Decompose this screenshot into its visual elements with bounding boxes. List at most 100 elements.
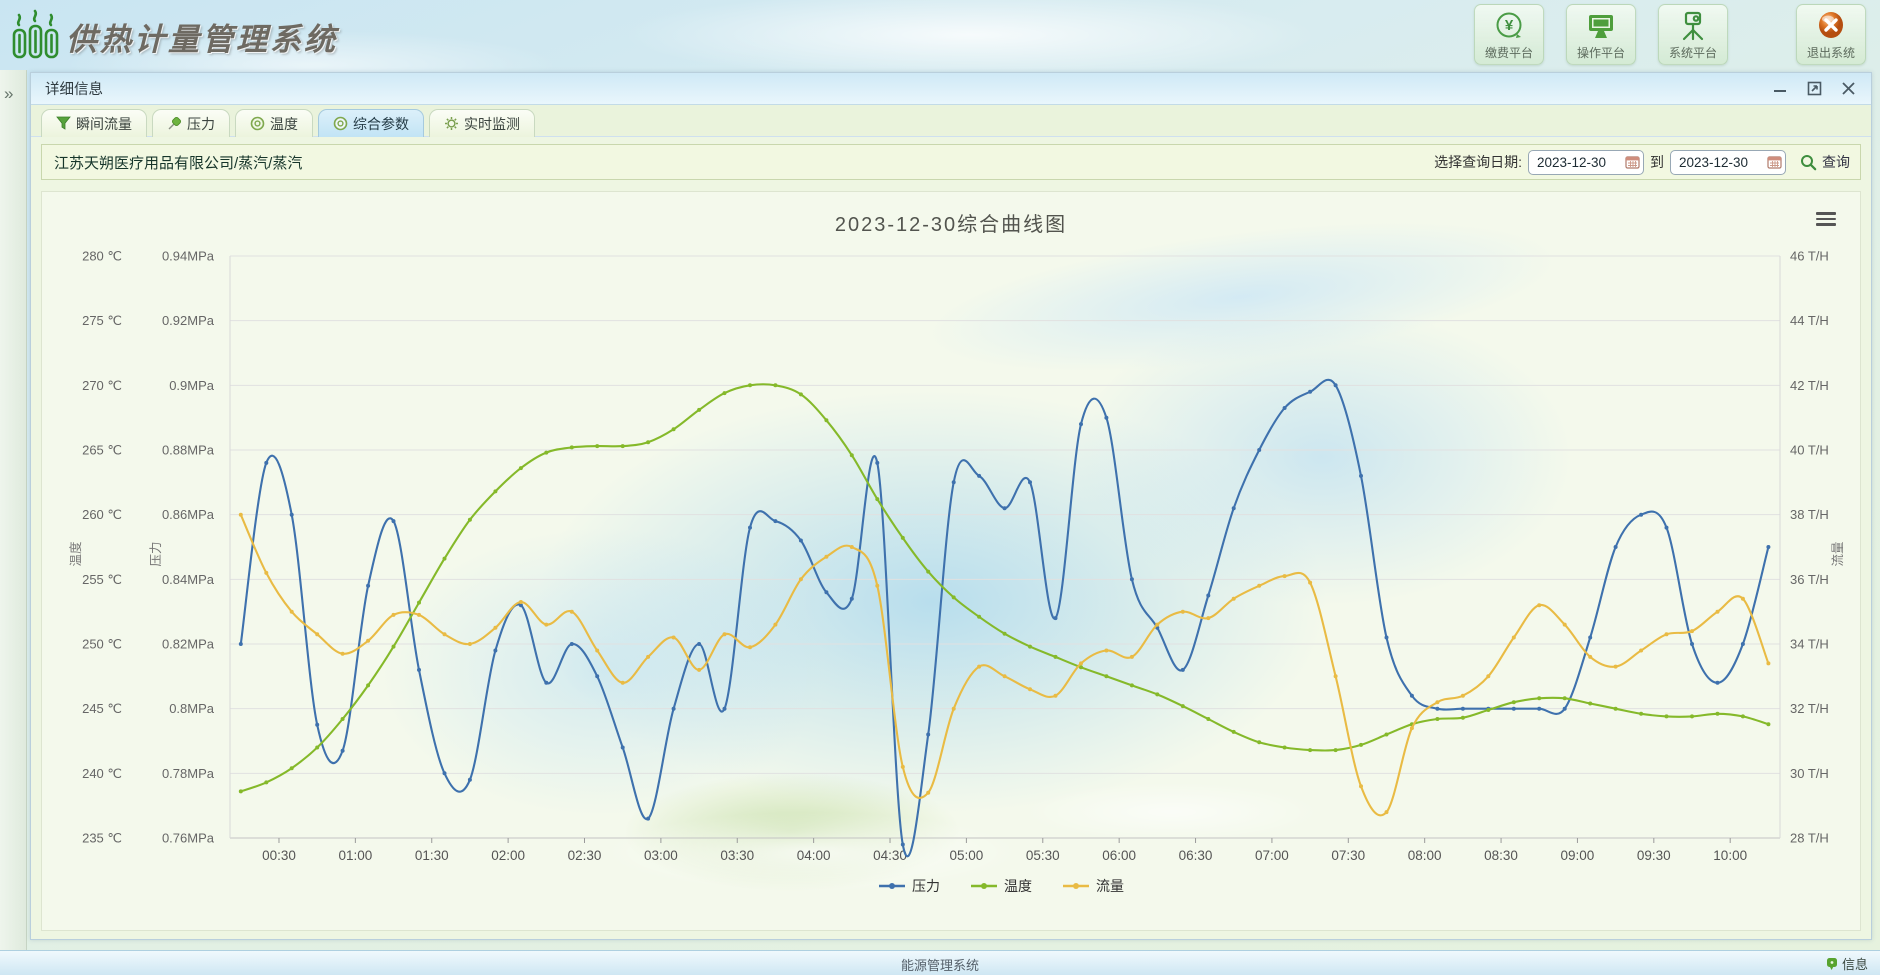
data-point-marker bbox=[442, 771, 447, 776]
sidebar-expand-button[interactable]: » bbox=[4, 84, 14, 103]
top-nav: ¥ 缴费平台 操作平台 bbox=[1474, 4, 1866, 65]
series-pressure bbox=[238, 378, 1771, 858]
nav-operation-platform-button[interactable]: 操作平台 bbox=[1566, 4, 1636, 65]
x-axis-tick-label: 09:30 bbox=[1637, 848, 1671, 863]
data-point-marker bbox=[1384, 732, 1389, 737]
data-point-marker bbox=[1359, 742, 1363, 747]
pressure-axis-tick-label: 0.8MPa bbox=[169, 701, 215, 716]
data-point-marker bbox=[1053, 693, 1058, 698]
x-axis-tick-label: 07:00 bbox=[1255, 848, 1289, 863]
data-point-marker bbox=[264, 570, 269, 575]
tab-bar: 瞬间流量 压力 温度 综合参数 bbox=[31, 105, 1871, 137]
data-point-marker bbox=[1308, 389, 1313, 394]
x-axis-tick-label: 05:00 bbox=[950, 848, 984, 863]
date-to-label: 到 bbox=[1650, 154, 1664, 170]
data-point-marker bbox=[1282, 574, 1287, 579]
legend-item-flow[interactable]: 流量 bbox=[1063, 878, 1124, 894]
data-point-marker bbox=[849, 596, 854, 601]
temp-axis-tick-label: 275 ℃ bbox=[82, 313, 122, 328]
tab-instant-flow[interactable]: 瞬间流量 bbox=[41, 109, 147, 137]
data-point-marker bbox=[340, 651, 345, 656]
data-point-marker bbox=[748, 383, 752, 388]
data-point-marker bbox=[1180, 609, 1185, 614]
data-point-marker bbox=[620, 444, 625, 449]
exit-icon bbox=[1815, 9, 1847, 43]
data-point-marker bbox=[1231, 729, 1236, 734]
pressure-axis-tick-label: 0.82MPa bbox=[162, 637, 215, 652]
data-point-marker bbox=[1002, 674, 1007, 679]
x-axis-tick-label: 02:30 bbox=[568, 848, 602, 863]
nav-system-platform-button[interactable]: 系统平台 bbox=[1658, 4, 1728, 65]
data-point-marker bbox=[849, 545, 854, 549]
search-button[interactable]: 查询 bbox=[1800, 152, 1850, 172]
status-info-button[interactable]: 信息 bbox=[1826, 954, 1868, 973]
data-point-marker bbox=[951, 706, 956, 711]
date-from-input[interactable] bbox=[1528, 149, 1644, 175]
data-point-marker bbox=[238, 642, 243, 646]
data-point-marker bbox=[1664, 632, 1669, 637]
data-point-marker bbox=[1409, 693, 1414, 698]
combined-line-chart: 280 ℃ 275 ℃ 270 ℃ 265 ℃ 260 ℃ 255 ℃ 250 ℃ 245 ℃… bbox=[68, 249, 1845, 895]
data-point-marker bbox=[900, 842, 905, 847]
flow-axis-tick-label: 34 T/H bbox=[1790, 637, 1829, 652]
data-point-marker bbox=[1129, 654, 1134, 659]
data-point-marker bbox=[697, 407, 702, 412]
calendar-icon[interactable] bbox=[1625, 155, 1640, 174]
tab-label: 实时监测 bbox=[464, 115, 520, 132]
data-point-marker bbox=[926, 569, 931, 574]
data-point-marker bbox=[1359, 473, 1363, 478]
flow-axis-tick-label: 30 T/H bbox=[1790, 766, 1829, 781]
data-point-marker bbox=[722, 391, 727, 396]
data-point-marker bbox=[1740, 714, 1745, 719]
svg-text:¥: ¥ bbox=[1505, 17, 1514, 34]
temp-axis-tick-label: 260 ℃ bbox=[82, 507, 122, 522]
data-point-marker bbox=[1028, 687, 1032, 692]
close-icon[interactable] bbox=[1839, 80, 1857, 98]
tab-combined-parameters[interactable]: 综合参数 bbox=[318, 109, 424, 137]
maximize-button[interactable] bbox=[1805, 80, 1823, 98]
temp-axis-tick-label: 255 ℃ bbox=[82, 572, 122, 587]
data-point-marker bbox=[595, 648, 600, 653]
data-point-marker bbox=[442, 632, 447, 637]
chart-menu-icon[interactable] bbox=[1816, 212, 1836, 228]
data-point-marker bbox=[1231, 506, 1236, 511]
pressure-axis-tick-label: 0.84MPa bbox=[162, 572, 215, 587]
calendar-icon[interactable] bbox=[1767, 155, 1782, 174]
tab-realtime-monitoring[interactable]: 实时监测 bbox=[429, 109, 535, 137]
data-point-marker bbox=[1155, 692, 1160, 697]
data-point-marker bbox=[391, 644, 396, 649]
data-point-marker bbox=[544, 450, 549, 455]
tab-pressure[interactable]: 压力 bbox=[152, 109, 230, 137]
date-to-input[interactable] bbox=[1670, 149, 1786, 175]
data-point-marker bbox=[798, 392, 803, 397]
data-point-marker bbox=[264, 460, 269, 465]
nav-exit-system-button[interactable]: 退出系统 bbox=[1796, 4, 1866, 65]
data-point-marker bbox=[1460, 693, 1465, 698]
legend-label: 压力 bbox=[912, 878, 940, 894]
legend-item-pressure[interactable]: 压力 bbox=[879, 878, 940, 894]
tab-temperature[interactable]: 温度 bbox=[235, 109, 313, 137]
data-point-marker bbox=[467, 777, 472, 782]
data-point-marker bbox=[951, 595, 956, 600]
data-point-marker bbox=[1206, 717, 1211, 721]
data-point-marker bbox=[1384, 635, 1389, 640]
data-point-marker bbox=[697, 667, 702, 672]
legend-item-temperature[interactable]: 温度 bbox=[971, 878, 1032, 894]
data-point-marker bbox=[264, 780, 269, 785]
data-point-marker bbox=[1129, 577, 1134, 582]
x-axis-tick-label: 01:00 bbox=[338, 848, 372, 863]
x-axis-tick-label: 08:00 bbox=[1408, 848, 1442, 863]
data-point-marker bbox=[1104, 674, 1109, 679]
data-point-marker bbox=[569, 609, 574, 614]
data-point-marker bbox=[875, 460, 880, 465]
series-temperature bbox=[238, 383, 1771, 794]
panel-title: 详细信息 bbox=[45, 82, 103, 98]
data-point-marker bbox=[1690, 714, 1694, 719]
data-point-marker bbox=[1766, 722, 1771, 727]
data-point-marker bbox=[1511, 706, 1516, 711]
nav-payment-platform-button[interactable]: ¥ 缴费平台 bbox=[1474, 4, 1544, 65]
tab-label: 压力 bbox=[187, 115, 215, 132]
minimize-button[interactable] bbox=[1771, 80, 1789, 98]
flow-axis-tick-label: 42 T/H bbox=[1790, 378, 1829, 393]
temp-axis-tick-label: 265 ℃ bbox=[82, 443, 122, 458]
